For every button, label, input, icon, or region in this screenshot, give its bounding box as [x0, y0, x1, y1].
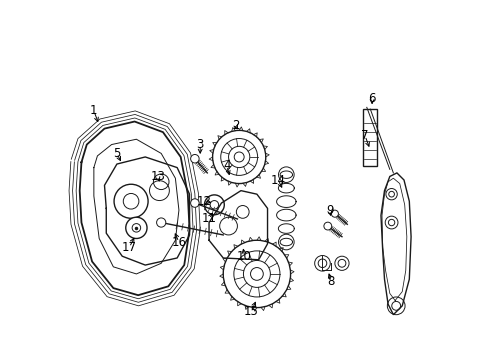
Circle shape — [204, 195, 224, 215]
Text: 13: 13 — [150, 170, 165, 183]
Text: 16: 16 — [171, 235, 186, 248]
Circle shape — [323, 222, 331, 230]
Circle shape — [331, 210, 338, 217]
Circle shape — [156, 218, 165, 227]
Circle shape — [250, 267, 263, 280]
Text: 2: 2 — [231, 118, 239, 131]
Text: 1: 1 — [90, 104, 98, 117]
Circle shape — [114, 184, 148, 218]
Text: 11: 11 — [201, 212, 216, 225]
Text: 7: 7 — [361, 129, 368, 142]
Polygon shape — [380, 173, 410, 315]
Circle shape — [234, 152, 244, 162]
Text: 15: 15 — [244, 305, 259, 318]
Circle shape — [125, 217, 147, 238]
Text: 8: 8 — [327, 275, 334, 288]
Text: 12: 12 — [196, 195, 211, 208]
Text: 5: 5 — [113, 147, 121, 160]
Circle shape — [314, 256, 329, 271]
Circle shape — [223, 240, 290, 307]
Circle shape — [190, 154, 199, 163]
Text: 4: 4 — [223, 159, 230, 172]
Circle shape — [212, 130, 265, 184]
Text: 9: 9 — [325, 204, 333, 217]
Text: 10: 10 — [237, 250, 251, 263]
Text: 3: 3 — [196, 138, 203, 151]
Text: 6: 6 — [367, 92, 375, 105]
FancyBboxPatch shape — [363, 109, 377, 166]
Text: 17: 17 — [122, 241, 137, 254]
Circle shape — [334, 256, 348, 270]
Circle shape — [190, 199, 199, 207]
Text: 14: 14 — [270, 174, 285, 186]
